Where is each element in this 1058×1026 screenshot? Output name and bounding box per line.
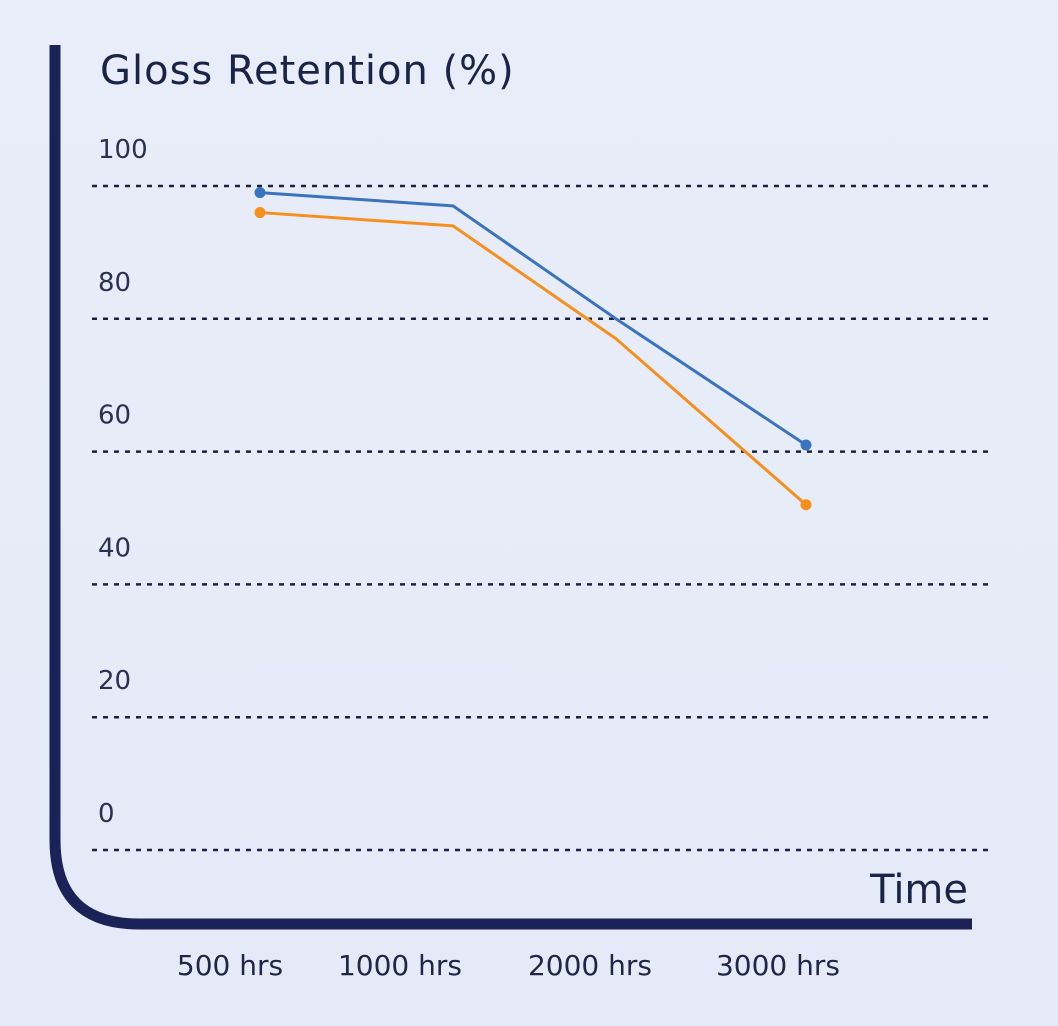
y-tick-40: 40 xyxy=(98,533,131,563)
x-tick-3: 3000 hrs xyxy=(716,949,840,982)
series-0-line xyxy=(259,191,807,447)
gridlines xyxy=(92,184,990,852)
series-1-point-3 xyxy=(800,499,812,511)
chart-title: Gloss Retention (%) xyxy=(100,48,515,94)
y-tick-100: 100 xyxy=(98,135,148,165)
axis-frame xyxy=(49,45,972,930)
x-tick-0: 500 hrs xyxy=(177,949,283,982)
y-tick-80: 80 xyxy=(98,268,131,298)
x-axis-label: Time xyxy=(869,867,968,913)
x-tick-2: 2000 hrs xyxy=(528,949,652,982)
x-tick-1: 1000 hrs xyxy=(338,949,462,982)
y-tick-20: 20 xyxy=(98,666,131,696)
y-tick-0: 0 xyxy=(98,799,115,829)
series-1-line xyxy=(259,211,807,506)
y-tick-labels: 0 20 40 60 80 100 xyxy=(98,135,148,829)
x-tick-labels: 500 hrs 1000 hrs 2000 hrs 3000 hrs xyxy=(177,949,840,982)
series-0-point-0 xyxy=(254,187,266,199)
series-1-point-0 xyxy=(254,207,266,219)
series-0-point-3 xyxy=(800,439,812,451)
y-tick-60: 60 xyxy=(98,401,131,431)
series-lines xyxy=(254,187,812,511)
